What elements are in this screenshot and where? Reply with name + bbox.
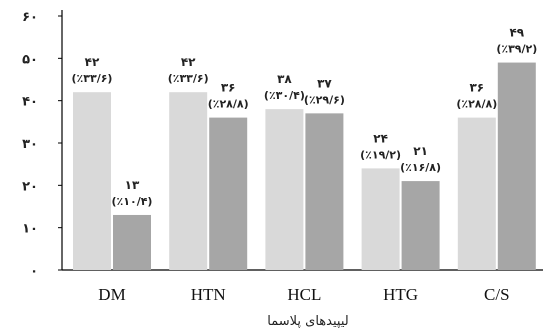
- x-tick-label: C/S: [484, 285, 510, 304]
- bar-percent-label: (٪۲۹/۶): [304, 93, 345, 106]
- bar-value-label: ۲۴: [373, 131, 388, 145]
- bar: [305, 113, 344, 270]
- bar-percent-label: (٪۳۳/۶): [72, 72, 113, 85]
- y-tick-label: ۴۰: [22, 95, 38, 110]
- bar: [209, 117, 248, 270]
- x-tick-label: DM: [98, 285, 125, 304]
- bar-value-label: ۳۸: [277, 72, 292, 86]
- bar-percent-label: (٪۱۰/۴): [112, 195, 153, 208]
- bars: [73, 62, 536, 270]
- bar-value-label: ۴۹: [509, 26, 524, 40]
- x-tick-label: HCL: [287, 285, 321, 304]
- x-tick-labels: DM HTN HCL HTG C/S: [98, 285, 509, 304]
- y-tick-label: ۱۰: [22, 222, 38, 237]
- bar-percent-label: (٪۳۰/۴): [264, 89, 305, 102]
- y-tick-label: ۵۰: [22, 52, 38, 67]
- y-tick-label: ۰: [30, 264, 38, 279]
- bar: [361, 168, 400, 270]
- bar-value-label: ۳۶: [221, 81, 236, 95]
- bar-percent-label: (٪۱۶/۸): [400, 161, 441, 174]
- bar-value-label: ۳۷: [317, 76, 332, 90]
- x-axis-label: لیپیدهای پلاسما: [267, 314, 348, 329]
- bar-percent-label: (٪۲۸/۸): [456, 98, 497, 111]
- bar-value-label: ۱۳: [125, 178, 140, 192]
- bar: [401, 181, 440, 270]
- y-tick-label: ۲۰: [22, 179, 38, 194]
- bar-percent-label: (٪۲۸/۸): [208, 98, 249, 111]
- bar-value-label: ۴۲: [181, 55, 196, 69]
- bar: [497, 62, 536, 270]
- data-labels: ۴۲ (٪۳۳/۶) ۱۳ (٪۱۰/۴) ۴۲ (٪۳۳/۶) ۳۶ (٪۲۸/۸) ۳۸ (٪…: [72, 26, 538, 208]
- bar-value-label: ۲۱: [413, 144, 428, 158]
- x-tick-label: HTN: [191, 285, 226, 304]
- bar: [73, 92, 111, 270]
- bar: [265, 109, 304, 270]
- x-tick-label: HTG: [383, 285, 418, 304]
- bar: [169, 92, 208, 270]
- bar-percent-label: (٪۳۹/۲): [496, 43, 537, 56]
- bar: [113, 214, 151, 270]
- bar-value-label: ۴۲: [85, 55, 100, 69]
- bar: [457, 117, 496, 270]
- bar-value-label: ۳۶: [469, 81, 484, 95]
- y-tick-label: ۳۰: [22, 137, 38, 152]
- bar-percent-label: (٪۳۳/۶): [168, 72, 209, 85]
- y-tick-label: ۶۰: [22, 10, 38, 25]
- bar-percent-label: (٪۱۹/۲): [360, 148, 401, 161]
